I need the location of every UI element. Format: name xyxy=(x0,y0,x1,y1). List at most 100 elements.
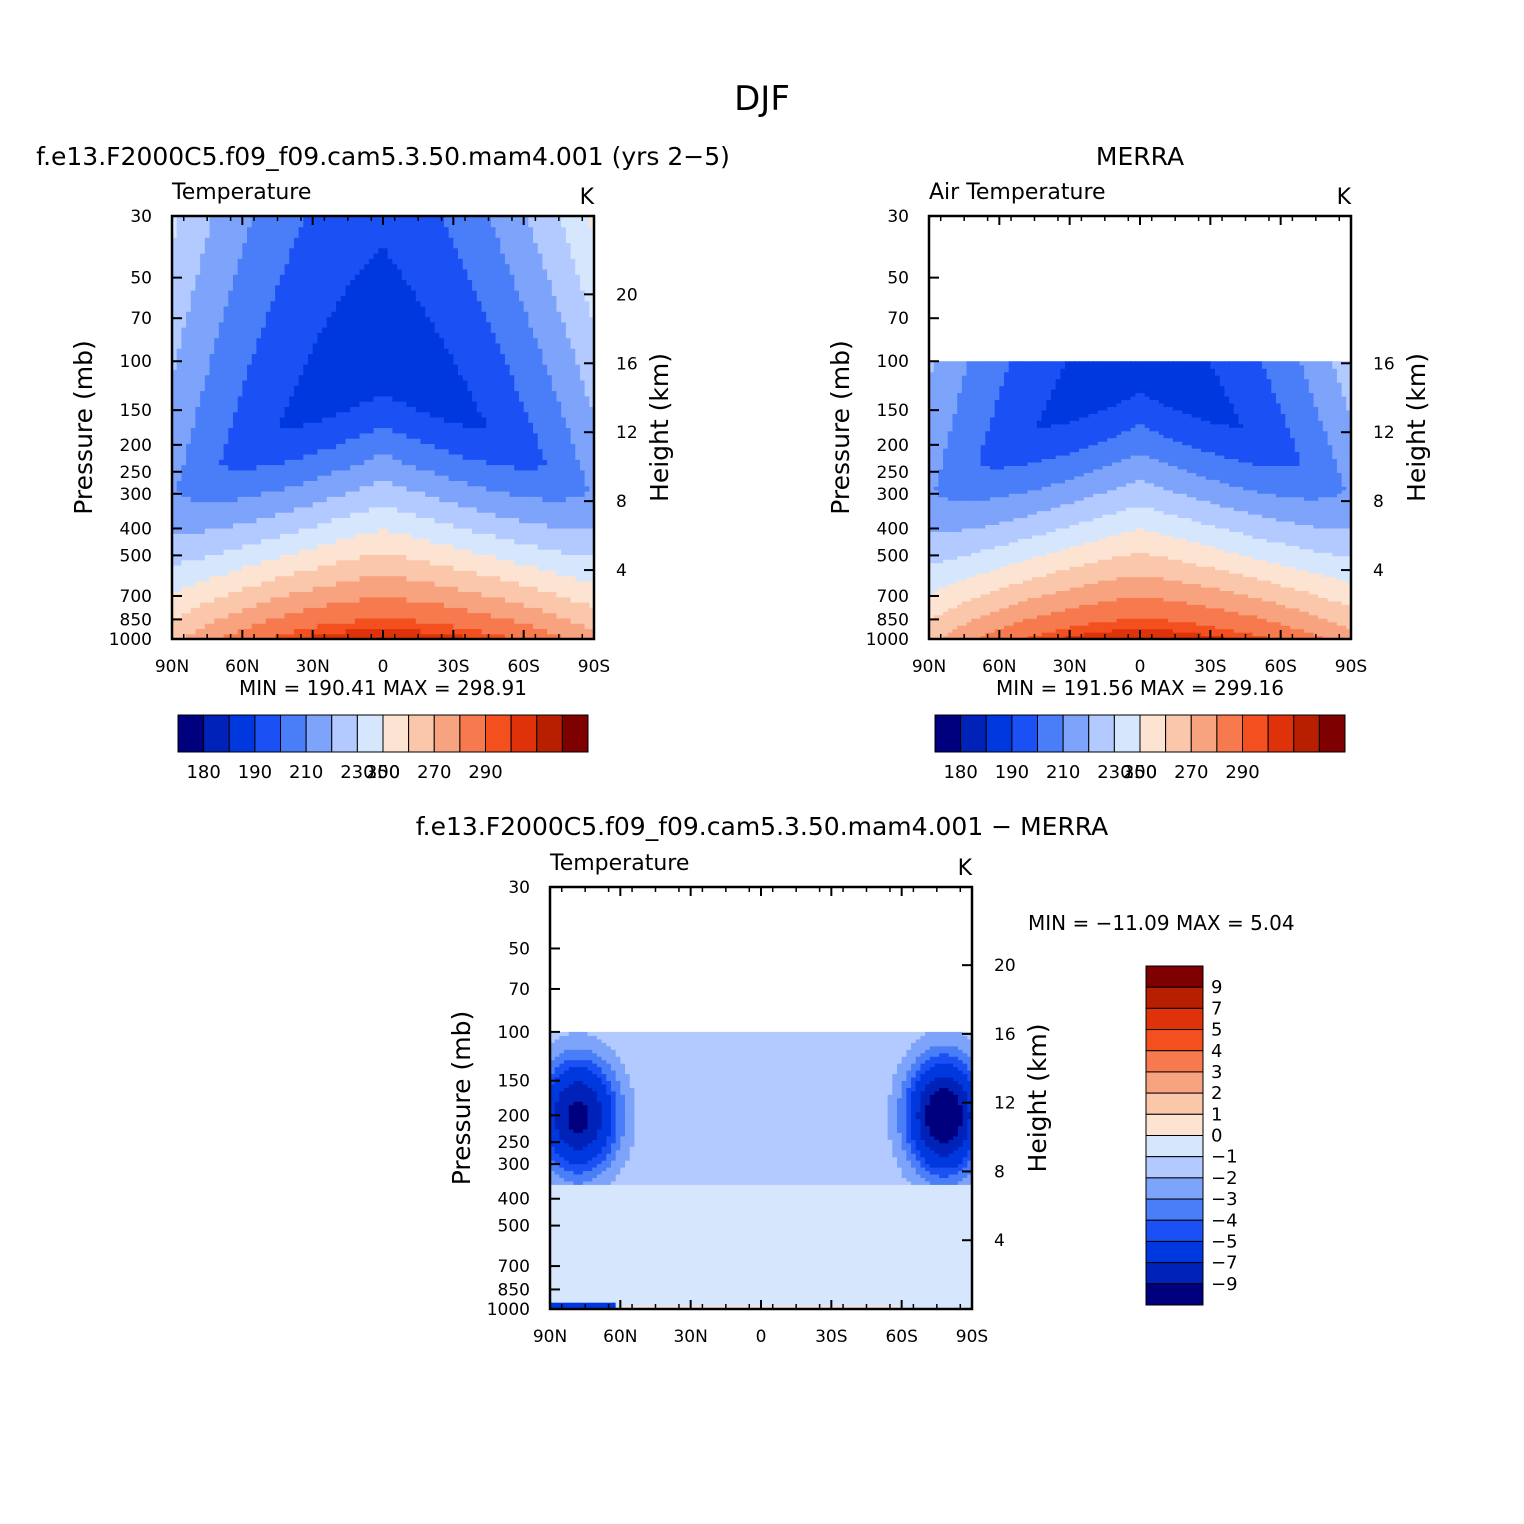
field-cell xyxy=(350,623,355,629)
field-cell xyxy=(261,406,266,412)
field-cell xyxy=(411,539,416,545)
field-cell xyxy=(303,390,308,396)
field-cell xyxy=(256,401,261,407)
field-cell xyxy=(519,417,524,423)
field-cell xyxy=(538,570,543,576)
field-cell xyxy=(294,454,299,460)
field-cell xyxy=(561,449,566,455)
field-cell xyxy=(453,554,458,560)
field-cell xyxy=(308,586,313,592)
field-cell xyxy=(252,449,257,455)
field-cell xyxy=(275,554,280,560)
field-cell xyxy=(510,533,515,539)
field-cell xyxy=(360,602,365,608)
field-cell xyxy=(477,348,482,354)
field-cell xyxy=(552,454,557,460)
field-cell xyxy=(575,533,580,539)
field-cell xyxy=(191,417,196,423)
field-cell xyxy=(181,623,186,629)
field-cell xyxy=(425,353,430,359)
field-cell xyxy=(270,597,275,603)
field-cell xyxy=(524,348,529,354)
field-cell xyxy=(552,359,557,365)
field-cell xyxy=(552,613,557,619)
field-cell xyxy=(233,417,238,423)
field-cell xyxy=(252,549,257,555)
field-cell xyxy=(341,581,346,587)
field-cell xyxy=(355,507,360,513)
field-cell xyxy=(261,422,266,428)
field-cell xyxy=(524,385,529,391)
field-cell xyxy=(463,480,468,486)
field-cell xyxy=(345,449,350,455)
field-cell xyxy=(191,390,196,396)
field-cell xyxy=(252,607,257,613)
field-cell xyxy=(308,623,313,629)
field-cell xyxy=(378,465,383,471)
field-cell xyxy=(252,343,257,349)
field-cell xyxy=(571,502,576,508)
field-cell xyxy=(252,359,257,365)
field-cell xyxy=(510,586,515,592)
field-cell xyxy=(458,607,463,613)
field-cell xyxy=(421,586,426,592)
field-cell xyxy=(195,459,200,465)
field-cell xyxy=(294,422,299,428)
field-cell xyxy=(280,618,285,624)
field-cell xyxy=(331,602,336,608)
field-cell xyxy=(181,512,186,518)
field-cell xyxy=(186,375,191,381)
field-cell xyxy=(322,554,327,560)
field-cell xyxy=(322,523,327,529)
field-cell xyxy=(261,364,266,370)
field-cell xyxy=(341,380,346,386)
field-cell xyxy=(402,607,407,613)
field-cell xyxy=(228,465,233,471)
field-cell xyxy=(421,353,426,359)
field-cell xyxy=(566,369,571,375)
field-cell xyxy=(519,454,524,460)
field-cell xyxy=(242,576,247,582)
field-cell xyxy=(364,512,369,518)
field-cell xyxy=(397,465,402,471)
field-cell xyxy=(500,570,505,576)
field-cell xyxy=(331,512,336,518)
field-cell xyxy=(317,496,322,502)
field-cell xyxy=(552,369,557,375)
field-cell xyxy=(256,459,261,465)
field-cell xyxy=(472,459,477,465)
field-cell xyxy=(571,422,576,428)
field-cell xyxy=(542,597,547,603)
field-cell xyxy=(388,597,393,603)
field-cell xyxy=(453,613,458,619)
field-cell xyxy=(505,470,510,476)
field-cell xyxy=(458,570,463,576)
field-cell xyxy=(181,475,186,481)
field-cell xyxy=(280,390,285,396)
field-cell xyxy=(205,602,210,608)
field-cell xyxy=(350,390,355,396)
field-cell xyxy=(224,433,229,439)
field-cell xyxy=(369,353,374,359)
field-cell xyxy=(561,412,566,418)
field-cell xyxy=(336,496,341,502)
field-cell xyxy=(510,428,515,434)
field-cell xyxy=(210,486,215,492)
field-cell xyxy=(238,507,243,513)
field-cell xyxy=(575,449,580,455)
field-cell xyxy=(270,560,275,566)
field-cell xyxy=(453,396,458,402)
field-cell xyxy=(374,602,379,608)
field-cell xyxy=(430,454,435,460)
field-cell xyxy=(350,549,355,555)
field-cell xyxy=(453,353,458,359)
field-cell xyxy=(308,486,313,492)
field-cell xyxy=(317,586,322,592)
field-cell xyxy=(294,390,299,396)
field-cell xyxy=(435,364,440,370)
field-cell xyxy=(575,528,580,534)
field-cell xyxy=(270,343,275,349)
field-cell xyxy=(416,502,421,508)
field-cell xyxy=(500,565,505,571)
field-cell xyxy=(528,454,533,460)
